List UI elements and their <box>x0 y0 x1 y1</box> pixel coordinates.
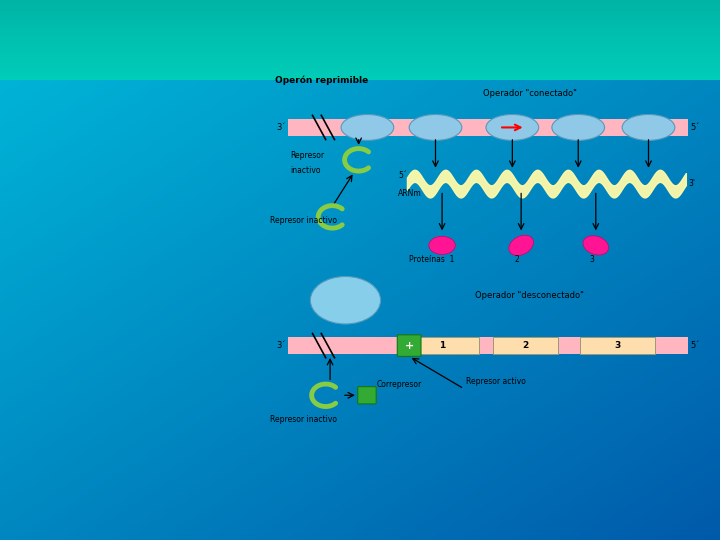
FancyBboxPatch shape <box>358 387 376 404</box>
Text: 3´: 3´ <box>276 341 286 350</box>
Text: 3´: 3´ <box>276 123 286 132</box>
Text: OPERON REPRIMIBLE: OPERON TRIPTÓFANO: OPERON REPRIMIBLE: OPERON TRIPTÓFANO <box>205 94 515 107</box>
Text: •: • <box>14 216 25 235</box>
Text: El: El <box>40 277 58 292</box>
Text: transcripción: transcripción <box>40 348 135 364</box>
Text: 3: 3 <box>589 255 594 264</box>
FancyBboxPatch shape <box>288 119 688 136</box>
Text: Represor inactivo: Represor inactivo <box>270 216 337 225</box>
Text: y se: y se <box>107 301 142 316</box>
Text: Operador "conectado": Operador "conectado" <box>483 89 577 98</box>
Text: 1: 1 <box>439 341 445 350</box>
Text: promotor: promotor <box>40 301 107 316</box>
Text: correpresor.: correpresor. <box>40 240 127 255</box>
Text: Represor inactivo: Represor inactivo <box>270 415 337 423</box>
Text: Operón reprimible: Operón reprimible <box>275 76 369 85</box>
Text: •: • <box>14 84 25 103</box>
Text: Cuando hay: Cuando hay <box>40 84 127 99</box>
Text: une al: une al <box>40 155 90 170</box>
FancyBboxPatch shape <box>288 337 688 354</box>
Text: •: • <box>14 277 25 296</box>
Text: 3: 3 <box>615 341 621 350</box>
Ellipse shape <box>622 114 675 140</box>
Text: 5´: 5´ <box>690 341 700 350</box>
Text: síntesis de triptófano.: síntesis de triptófano. <box>40 396 199 412</box>
Text: genes para la: genes para la <box>40 372 140 387</box>
FancyBboxPatch shape <box>405 337 480 354</box>
Text: Represor: Represor <box>291 151 325 160</box>
FancyBboxPatch shape <box>580 337 655 354</box>
Ellipse shape <box>486 114 539 140</box>
Text: Operador "desconectado": Operador "desconectado" <box>475 292 585 300</box>
Text: suficiente cantidad: suficiente cantidad <box>40 107 179 123</box>
Text: bloquea la: bloquea la <box>40 325 116 340</box>
Text: inactivo: inactivo <box>291 166 321 175</box>
Ellipse shape <box>409 114 462 140</box>
Ellipse shape <box>341 114 394 140</box>
FancyBboxPatch shape <box>397 335 421 356</box>
Text: 2: 2 <box>515 255 519 264</box>
Text: Correpresor: Correpresor <box>377 380 423 389</box>
Text: de triptófano: de triptófano <box>40 131 135 147</box>
Text: y lo: y lo <box>151 155 182 170</box>
Text: Triptófano =: Triptófano = <box>40 216 130 232</box>
Text: , éste se: , éste se <box>135 131 197 146</box>
FancyBboxPatch shape <box>492 337 559 354</box>
Ellipse shape <box>552 114 605 140</box>
Ellipse shape <box>429 237 455 254</box>
FancyBboxPatch shape <box>266 65 706 497</box>
Text: +: + <box>405 341 414 350</box>
Text: 5´: 5´ <box>690 123 700 132</box>
Text: activa.: activa. <box>40 179 89 194</box>
Ellipse shape <box>583 236 608 255</box>
Text: 3': 3' <box>688 179 695 188</box>
Text: Represor activo: Represor activo <box>467 377 526 387</box>
Text: represor: represor <box>90 155 151 170</box>
Text: represor se une al: represor se une al <box>58 277 191 292</box>
Text: Proteínas  1: Proteínas 1 <box>409 255 454 264</box>
Text: 5´: 5´ <box>398 171 407 180</box>
Text: Regulación génica: Regulación génica <box>174 22 546 58</box>
Ellipse shape <box>310 276 381 324</box>
Text: ARNm: ARNm <box>398 188 422 198</box>
Text: 2: 2 <box>523 341 528 350</box>
Ellipse shape <box>509 235 534 255</box>
Text: de los: de los <box>135 348 184 363</box>
